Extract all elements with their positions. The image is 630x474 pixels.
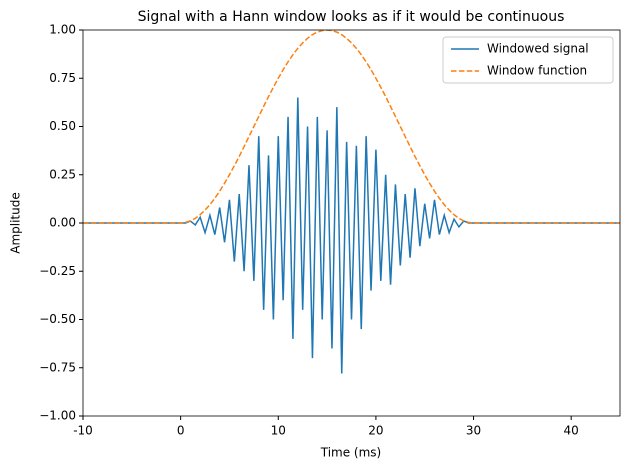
y-tick-label: −0.75 <box>39 360 76 374</box>
series-line <box>83 97 620 374</box>
y-tick-label: 0.25 <box>49 167 76 181</box>
series-line <box>83 30 620 224</box>
x-tick-label: 40 <box>564 424 579 438</box>
legend-box <box>442 36 614 84</box>
y-tick-label: 0.50 <box>49 119 76 133</box>
y-tick-label: 0.00 <box>49 216 76 230</box>
x-tick-label: 10 <box>271 424 286 438</box>
y-tick-label: −0.50 <box>39 312 76 326</box>
x-tick-label: 0 <box>177 424 185 438</box>
y-tick-label: 0.75 <box>49 71 76 85</box>
legend-label: Windowed signal <box>487 42 589 56</box>
x-tick-label: -10 <box>73 424 93 438</box>
legend-label: Window function <box>487 64 587 78</box>
x-tick-label: 30 <box>466 424 481 438</box>
x-axis-label: Time (ms) <box>320 446 382 460</box>
y-tick-label: −0.25 <box>39 264 76 278</box>
x-tick-label: 20 <box>368 424 383 438</box>
y-tick-label: 1.00 <box>49 23 76 37</box>
y-tick-label: −1.00 <box>39 409 76 423</box>
plot-frame <box>82 29 621 417</box>
y-axis-label: Amplitude <box>9 192 23 254</box>
chart-title: Signal with a Hann window looks as if it… <box>138 9 565 25</box>
